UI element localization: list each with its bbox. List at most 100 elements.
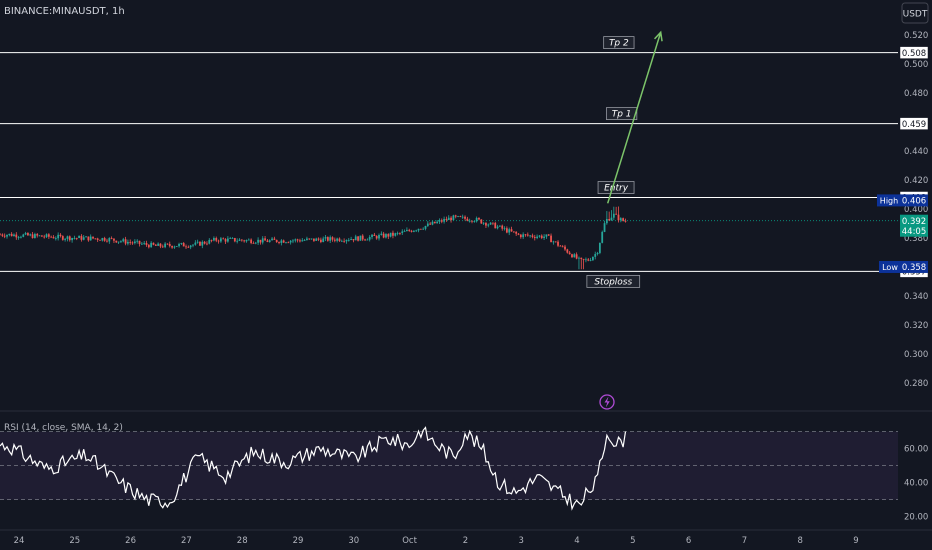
annotation-entry[interactable]: Entry <box>597 181 635 194</box>
level-price-value: 0.459 <box>902 120 926 130</box>
candle-body <box>580 257 583 259</box>
candle-body <box>222 238 225 240</box>
candle-body <box>40 235 43 237</box>
symbol-title: BINANCE:MINAUSDT, 1h <box>4 6 125 17</box>
candle-body <box>285 242 287 244</box>
candle-body <box>80 235 83 240</box>
candle-body <box>129 241 132 243</box>
candle-body <box>10 233 13 237</box>
candle-body <box>508 229 511 233</box>
level-price-tag[interactable]: 0.459 <box>899 117 929 130</box>
candle-body <box>440 220 443 222</box>
candle-body <box>52 237 55 239</box>
rsi-series <box>0 426 627 511</box>
low-tag[interactable]: Low 0.358 <box>879 260 928 273</box>
candle-body <box>73 238 76 239</box>
candle-body <box>340 240 343 242</box>
candle-body <box>373 234 376 236</box>
candle-body <box>487 224 490 226</box>
candle-body <box>154 244 157 246</box>
high-tag[interactable]: High 0.406 <box>877 194 928 207</box>
price-levels[interactable]: Tp 2 Tp 1 Entry Stoploss <box>0 36 898 288</box>
candle-body <box>8 233 11 235</box>
candle-body <box>503 228 506 230</box>
candle-body <box>366 239 369 241</box>
candle-body <box>512 231 515 233</box>
candle-body <box>554 241 557 243</box>
candle-body <box>45 234 48 237</box>
candle-body <box>526 234 529 236</box>
candle-body <box>352 239 355 241</box>
candle-body <box>192 244 194 246</box>
candle-body <box>203 241 206 244</box>
target-arrow[interactable] <box>606 30 663 204</box>
candle-body <box>247 239 250 241</box>
candle-body <box>380 233 383 236</box>
candle-body <box>145 243 148 245</box>
candle-body <box>347 239 350 241</box>
candle-body <box>257 239 260 243</box>
candle-body <box>403 231 406 232</box>
candle-body <box>27 233 29 236</box>
candle-body <box>501 225 504 229</box>
candle-body <box>20 236 22 238</box>
annotation-tp-1[interactable]: Tp 1 <box>606 107 638 121</box>
level-price-tag[interactable]: 0.508 <box>899 46 929 59</box>
candle-body <box>103 238 106 241</box>
candle-body <box>394 233 397 236</box>
price-axis[interactable]: 0.5200.5000.4800.4600.4400.4200.4000.380… <box>877 31 929 523</box>
price-tick-label: 0.440 <box>904 147 928 157</box>
candle-body <box>36 234 39 236</box>
candle-body <box>464 216 466 219</box>
annotation-label: Tp 1 <box>612 110 632 120</box>
annotation-tp-2[interactable]: Tp 2 <box>603 36 635 50</box>
candle-body <box>475 217 478 222</box>
price-tick-label: 0.500 <box>904 60 928 70</box>
candle-body <box>201 241 204 246</box>
candle-body <box>99 239 101 241</box>
high-label: High <box>880 196 898 205</box>
candle-body <box>133 241 136 244</box>
candle-body <box>143 243 146 244</box>
candle-body <box>589 260 592 261</box>
price-tick-label: 0.520 <box>904 31 928 41</box>
candle-body <box>22 234 25 237</box>
candle-body <box>238 239 241 241</box>
price-tick-label: 0.420 <box>904 176 928 186</box>
candle-body <box>282 240 285 243</box>
candle-body <box>54 238 57 240</box>
candle-body <box>166 243 169 245</box>
time-axis[interactable]: 24 25 26 27 28 29 30 Oct 2 3 4 5 6 7 8 9 <box>0 529 932 546</box>
candle-body <box>587 259 590 261</box>
candle-body <box>85 236 87 238</box>
candle-body <box>101 238 104 241</box>
candle-body <box>598 242 601 253</box>
candle-body <box>552 241 555 243</box>
candle-body <box>524 234 527 236</box>
candle-body <box>259 239 262 243</box>
candle-body <box>550 235 552 243</box>
time-tick-label: 3 <box>518 536 523 546</box>
candle-body <box>13 234 15 237</box>
lightning-icon[interactable] <box>599 394 615 410</box>
arrow-shaft[interactable] <box>606 32 662 204</box>
candle-body <box>496 226 499 229</box>
currency-button[interactable]: USDT <box>901 2 929 24</box>
candle-body <box>385 234 387 238</box>
candle-body <box>57 234 60 239</box>
candle-body <box>194 242 197 245</box>
candle-body <box>61 236 64 240</box>
currency-label: USDT <box>903 10 928 20</box>
candle-body <box>161 246 164 248</box>
candle-body <box>594 254 597 257</box>
rsi-tick-label: 20.00 <box>904 513 928 523</box>
rsi-pane[interactable] <box>0 410 932 501</box>
annotation-stoploss[interactable]: Stoploss <box>586 275 641 288</box>
candle-body <box>350 239 353 240</box>
candle-body <box>419 228 422 230</box>
candle-body <box>592 256 594 261</box>
candle-body <box>326 237 329 241</box>
candle-body <box>224 239 227 242</box>
